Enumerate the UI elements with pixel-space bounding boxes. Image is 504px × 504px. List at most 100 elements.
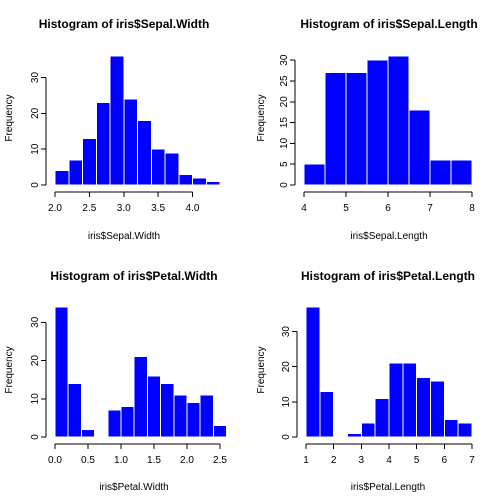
y-axis: 0 10 20 30 [30, 316, 47, 440]
x-axis: 1 2 3 4 5 6 7 [303, 443, 475, 466]
x-tick-label: 8 [469, 203, 475, 214]
x-tick-label: 7 [469, 455, 475, 466]
x-tick-label: 3.0 [117, 203, 131, 214]
histogram-bar [408, 109, 431, 186]
panel-petal-width: Histogram of iris$Petal.Width iris$Petal… [4, 269, 227, 493]
bars [54, 306, 228, 438]
histogram-bar [347, 432, 362, 438]
histogram-bar [82, 137, 97, 186]
bars [54, 55, 221, 186]
x-tick-label: 3 [359, 455, 365, 466]
chart-title: Histogram of iris$Petal.Width [50, 269, 217, 283]
y-tick-label: 10 [281, 396, 292, 408]
y-tick-label: 0 [279, 182, 290, 188]
histogram-bar [146, 375, 162, 438]
histogram-bar [137, 120, 152, 186]
y-axis-label: Frequency [256, 346, 267, 393]
y-axis: 0 10 20 30 [281, 326, 298, 440]
histogram-bar [178, 173, 193, 186]
histogram-bar [429, 159, 452, 186]
x-tick-label: 5 [414, 455, 420, 466]
histogram-bar [54, 170, 70, 186]
x-axis-label: iris$Petal.Width [99, 482, 168, 493]
panel-petal-length: Histogram of iris$Petal.Length iris$Peta… [256, 269, 475, 493]
y-tick-label: 30 [281, 326, 292, 338]
y-tick-label: 25 [279, 75, 290, 87]
x-axis: 2.0 2.5 3.0 3.5 4.0 [48, 191, 200, 214]
histogram-bar [54, 306, 69, 438]
histogram-bar [107, 409, 122, 438]
bars [303, 55, 473, 186]
x-tick-label: 3.5 [151, 203, 165, 214]
y-tick-label: 10 [30, 393, 41, 405]
histogram-bar [186, 402, 201, 438]
x-tick-label: 2.5 [82, 203, 96, 214]
histogram-bar [80, 428, 96, 438]
histogram-bar [123, 98, 138, 186]
y-tick-label: 5 [279, 161, 290, 167]
x-axis: 0.0 0.5 1.0 1.5 2.0 2.5 [48, 443, 227, 466]
x-tick-label: 2.0 [180, 455, 194, 466]
x-tick-label: 1 [303, 455, 309, 466]
x-axis: 4 5 6 7 8 [301, 191, 475, 214]
x-tick-label: 2.5 [213, 455, 227, 466]
y-tick-label: 20 [279, 96, 290, 108]
histogram-bar [430, 380, 445, 438]
histogram-bar [387, 55, 410, 186]
x-axis-label: iris$Sepal.Length [350, 231, 427, 242]
y-tick-label: 30 [30, 72, 41, 84]
x-tick-label: 2 [331, 455, 337, 466]
y-tick-label: 0 [281, 434, 292, 440]
histogram-bar [95, 102, 111, 186]
x-tick-label: 6 [385, 203, 391, 214]
y-tick-label: 0 [30, 434, 41, 440]
chart-title: Histogram of iris$Sepal.Width [39, 17, 210, 31]
histogram-bar [150, 148, 166, 186]
x-tick-label: 4.0 [186, 203, 200, 214]
y-tick-label: 20 [30, 355, 41, 367]
histogram-bar [160, 382, 175, 438]
y-axis: 0 5 10 15 20 25 30 [279, 54, 296, 188]
histogram-bar [173, 394, 188, 438]
panel-sepal-width: Histogram of iris$Sepal.Width iris$Sepal… [4, 17, 221, 242]
y-tick-label: 0 [30, 182, 41, 188]
histogram-bar [164, 152, 180, 186]
chart-title: Histogram of iris$Sepal.Length [300, 17, 477, 31]
x-axis-label: iris$Sepal.Width [88, 231, 160, 242]
x-tick-label: 7 [427, 203, 433, 214]
histogram-bar [345, 72, 368, 186]
y-tick-label: 30 [279, 54, 290, 66]
chart-title: Histogram of iris$Petal.Length [301, 269, 475, 283]
histogram-bar [416, 376, 431, 438]
x-tick-label: 1.0 [114, 455, 128, 466]
panel-sepal-length: Histogram of iris$Sepal.Length iris$Sepa… [256, 17, 478, 242]
histogram-bar [443, 418, 459, 438]
x-tick-label: 2.0 [48, 203, 62, 214]
x-tick-label: 0.0 [48, 455, 62, 466]
x-tick-label: 5 [343, 203, 349, 214]
histogram-bar [366, 59, 389, 186]
y-axis: 0 10 20 30 [30, 72, 47, 188]
histogram-bar [120, 405, 135, 438]
histogram-bar [450, 159, 473, 186]
y-axis-label: Frequency [4, 346, 15, 393]
histogram-bar [67, 382, 82, 438]
y-tick-label: 15 [279, 117, 290, 129]
histogram-bar [303, 163, 326, 186]
y-tick-label: 30 [30, 316, 41, 328]
histogram-bar [109, 55, 125, 186]
histogram-bar [324, 72, 347, 186]
y-tick-label: 10 [279, 137, 290, 149]
histogram-bar [133, 356, 148, 438]
histogram-bar [374, 397, 390, 438]
histogram-bar [305, 306, 321, 438]
x-tick-label: 4 [301, 203, 307, 214]
y-tick-label: 20 [281, 361, 292, 373]
histogram-bar [192, 177, 207, 186]
y-tick-label: 10 [30, 143, 41, 155]
histogram-bar [402, 362, 418, 438]
x-tick-label: 0.5 [81, 455, 95, 466]
x-tick-label: 6 [442, 455, 448, 466]
y-axis-label: Frequency [4, 94, 15, 141]
y-tick-label: 20 [30, 107, 41, 119]
